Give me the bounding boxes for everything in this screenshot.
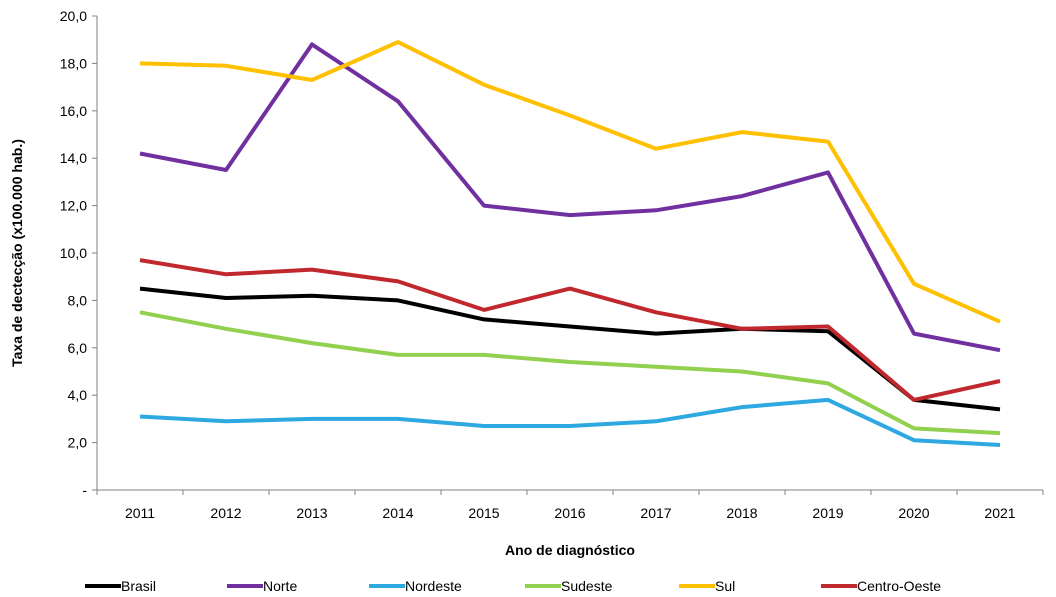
x-tick-label: 2021 [984,505,1015,521]
y-tick-label: 4,0 [68,387,88,403]
x-axis-title: Ano de diagnóstico [505,542,635,558]
x-tick-label: 2017 [640,505,671,521]
series-line-norte [139,42,1001,353]
x-tick-label: 2012 [210,505,241,521]
legend-label-nordeste: Nordeste [405,578,462,594]
y-tick-label: 20,0 [60,8,87,24]
x-tick-label: 2013 [296,505,327,521]
legend: Brasil Norte Nordeste Sudeste Sul Centro-Oest… [85,578,941,594]
x-tick-label: 2016 [554,505,585,521]
legend-label-brasil: Brasil [121,578,156,594]
y-tick-label: 14,0 [60,150,87,166]
y-tick-label: 12,0 [60,198,87,214]
legend-label-sul: Sul [715,578,735,594]
legend-label-centro-oeste: Centro-Oeste [857,578,941,594]
legend-label-norte: Norte [263,578,297,594]
y-axis-ticks: - 2,0 4,0 6,0 8,0 10,0 12,0 14,0 16,0 18,0 20,0 [60,8,97,498]
y-axis-title: Taxa de dectecção (x100.000 hab.) [9,139,25,367]
legend-label-sudeste: Sudeste [561,578,613,594]
series-line-sul [139,40,1001,324]
x-axis-ticks: 2011 2012 2013 2014 2015 2016 2017 2018 2019 2020… [96,490,1044,521]
series-line-brasil [139,286,1001,412]
series-line-nordeste [139,397,1001,447]
y-tick-label: 8,0 [68,292,88,308]
x-tick-label: 2019 [812,505,843,521]
x-tick-label: 2015 [468,505,499,521]
y-tick-label: 2,0 [68,435,88,451]
x-tick-label: 2014 [382,505,413,521]
y-tick-label: - [82,482,87,498]
y-tick-label: 10,0 [60,245,87,261]
x-tick-label: 2011 [125,505,155,521]
series-lines [139,40,1001,447]
series-line-sudeste [139,310,1001,436]
x-tick-label: 2020 [898,505,929,521]
y-tick-label: 16,0 [60,103,87,119]
y-tick-label: 18,0 [60,55,87,71]
y-tick-label: 6,0 [68,340,88,356]
x-tick-label: 2018 [726,505,757,521]
series-line-centro-oeste [139,258,1001,402]
